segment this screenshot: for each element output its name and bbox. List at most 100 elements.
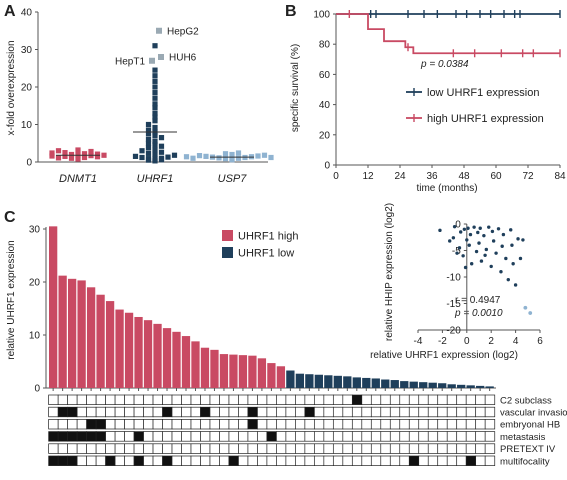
panel-c-matrix-cell: [57, 394, 69, 405]
panel-c-matrix-cell: [76, 443, 88, 454]
panel-c-legend-label: UHRF1 low: [238, 248, 294, 260]
panel-b-survival-line: [336, 13, 560, 55]
inset-point: [500, 244, 504, 248]
panel-c-matrix-cell: [475, 443, 486, 454]
inset-point: [489, 264, 493, 269]
panel-c-matrix-cell: [285, 394, 296, 405]
inset-point: [510, 243, 514, 247]
panel-c-matrix-cell: [86, 455, 97, 466]
panel-c-matrix-cell: [266, 406, 277, 418]
panel-c-matrix-cell: [247, 431, 258, 442]
panel-c-matrix-cell: [181, 443, 192, 454]
panel-c-matrix-cell: [370, 443, 382, 454]
panel-c-matrix-cell: [446, 443, 458, 454]
panel-c-matrix-cell: [332, 419, 344, 430]
panel-a-point: [152, 95, 158, 101]
panel-c-matrix-cell: [48, 443, 59, 454]
inset-point: [455, 251, 459, 255]
panel-c-matrix-cell: [361, 455, 372, 466]
panel-c-bar: [124, 312, 134, 388]
panel-a-point: [81, 154, 88, 161]
panel-a-point: [55, 148, 62, 154]
panel-c-matrix-cell: [370, 419, 382, 430]
panel-c-matrix-cell: [304, 431, 315, 442]
panel-c-matrix-cell: [76, 419, 88, 430]
panel-c-matrix-cell: [171, 394, 182, 405]
panel-a-point: [81, 151, 88, 157]
panel-c-bar: [181, 336, 191, 388]
panel-a-point: [152, 105, 158, 111]
panel-c-matrix-cell: [380, 406, 391, 418]
panel-c-matrix-cell: [351, 394, 363, 405]
panel-c-bar: [238, 355, 248, 388]
panel-c-matrix-cell: [370, 406, 382, 418]
panel-c-row-label: vascular invasion: [500, 408, 567, 419]
panel-c-matrix-cell: [266, 394, 277, 405]
panel-c-matrix-cell: [257, 431, 268, 442]
panel-c-matrix-cell: [219, 419, 230, 430]
panel-c-matrix-cell: [484, 419, 496, 430]
panel-c-matrix-cell: [86, 431, 97, 442]
panel-c-matrix-cell: [95, 455, 107, 466]
panel-c-bar: [305, 374, 314, 388]
panel-c-matrix-cell: [133, 443, 144, 454]
inset-point: [511, 262, 515, 266]
panel-a-ytick-label: 40: [21, 8, 33, 19]
panel-c-bar: [466, 385, 475, 388]
panel-c-matrix-cell: [171, 455, 182, 466]
inset-ytick-label: 0: [455, 220, 461, 231]
panel-c-matrix-cell: [342, 431, 353, 442]
panel-c-bar: [49, 226, 58, 388]
panel-a-point: [152, 151, 158, 158]
panel-c-matrix-cell: [370, 431, 382, 442]
panel-c-matrix-cell: [465, 443, 477, 454]
panel-c-row-label: multifocality: [500, 456, 550, 467]
panel-c-legend-label: UHRF1 high: [238, 231, 299, 243]
panel-c-matrix-cell: [427, 443, 439, 454]
panel-c-matrix-cell: [124, 455, 135, 466]
panel-a-outlier-point: [158, 54, 164, 60]
panel-c-matrix-cell: [475, 394, 486, 405]
panel-c-matrix-cell: [124, 443, 135, 454]
panel-c-matrix-cell: [162, 443, 173, 454]
panel-c-matrix-cell: [342, 443, 353, 454]
inset-point: [513, 283, 518, 287]
panel-c-matrix-cell: [295, 406, 306, 418]
panel-c-bar: [153, 323, 162, 388]
panel-c-matrix-cell: [484, 443, 496, 454]
panel-c-matrix-cell: [418, 394, 429, 405]
panel-c-matrix-cell: [114, 455, 126, 466]
panel-c-bar: [457, 384, 466, 388]
panel-b-pvalue: p = 0.0384: [420, 59, 469, 70]
panel-c-matrix-cell: [285, 406, 296, 418]
panel-c-bar: [134, 316, 143, 388]
panel-b-xtick-label: 12: [362, 171, 374, 182]
panel-c-matrix-cell: [475, 431, 486, 442]
panel-c-matrix-cell: [238, 455, 249, 466]
panel-c-matrix-cell: [67, 394, 78, 405]
panel-c-matrix-cell: [152, 394, 163, 405]
inset-xtick-label: 2: [488, 336, 494, 347]
panel-c-matrix-cell: [351, 419, 363, 430]
panel-c-matrix-cell: [57, 455, 69, 466]
panel-a-point: [152, 124, 158, 131]
panel-c-matrix-cell: [143, 443, 154, 454]
panel-a-point: [152, 118, 158, 124]
panel-c-matrix-cell: [446, 406, 458, 418]
panel-a-point: [101, 152, 107, 158]
panel-a-point: [145, 140, 152, 146]
panel-c-label: C: [4, 209, 16, 226]
panel-c-matrix-cell: [313, 394, 325, 405]
inset-point: [438, 228, 442, 233]
panel-c-matrix-cell: [437, 406, 448, 418]
panel-c-matrix-cell: [190, 455, 201, 466]
panel-c-ylabel: relative UHRF1 expression: [6, 240, 17, 360]
panel-b-ytick-label: 0: [324, 161, 330, 172]
panel-c-matrix-cell: [285, 419, 296, 430]
panel-c-matrix-cell: [95, 394, 107, 405]
panel-c-matrix-cell: [48, 455, 59, 466]
panel-c-bar: [162, 328, 172, 388]
panel-c-matrix-cell: [380, 443, 391, 454]
inset-point: [484, 247, 489, 252]
panel-c-bar: [352, 377, 361, 388]
